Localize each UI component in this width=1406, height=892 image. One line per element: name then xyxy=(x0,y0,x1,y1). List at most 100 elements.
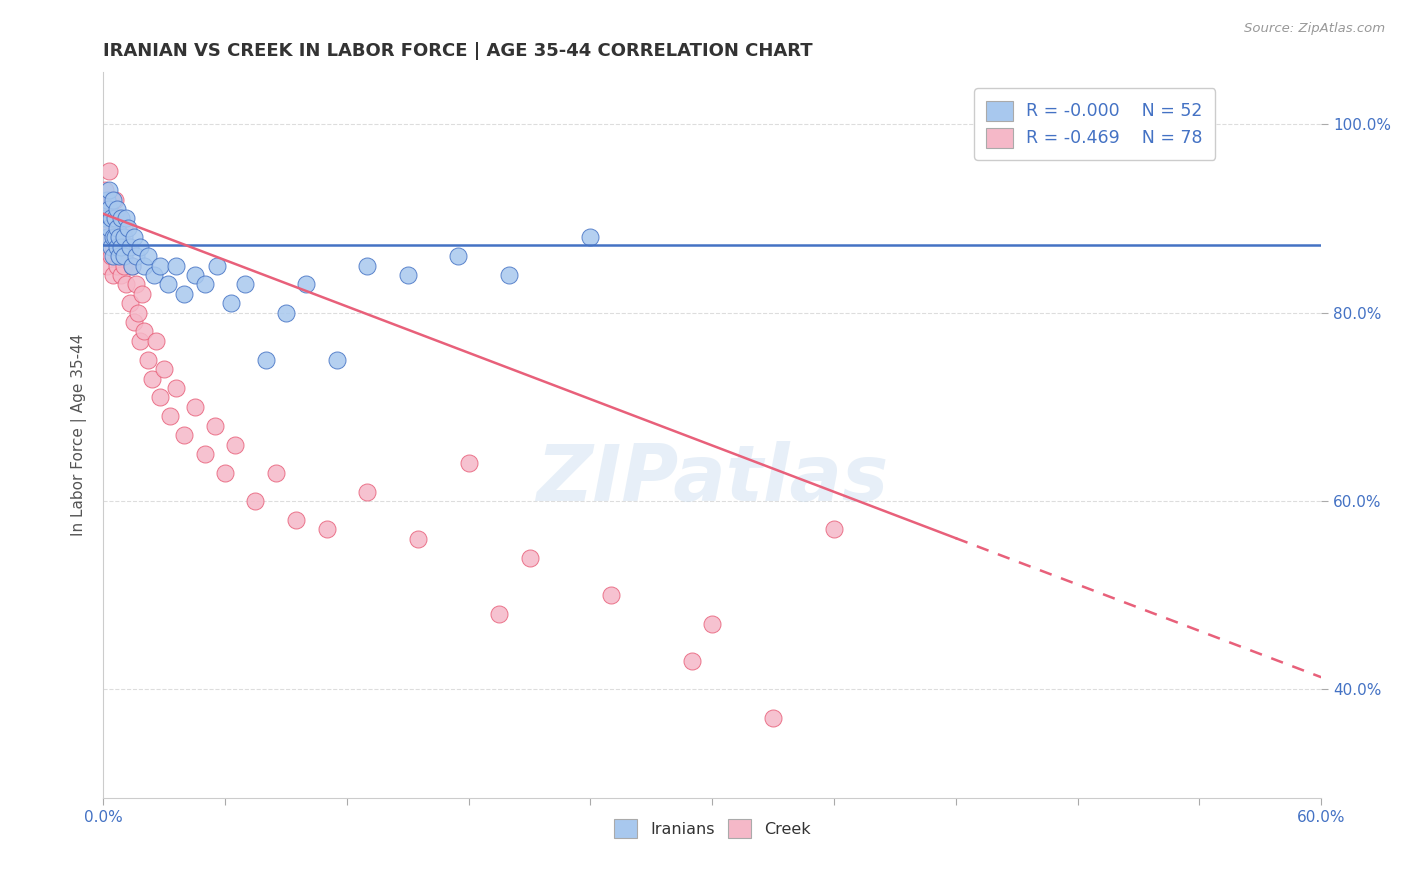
Point xyxy=(98,183,121,197)
Point xyxy=(149,391,172,405)
Point xyxy=(128,240,150,254)
Point xyxy=(107,220,129,235)
Point xyxy=(132,325,155,339)
Point xyxy=(96,230,118,244)
Point xyxy=(254,352,277,367)
Point xyxy=(183,400,205,414)
Point xyxy=(96,202,118,216)
Point xyxy=(103,268,125,282)
Text: ZIPatlas: ZIPatlas xyxy=(536,441,889,516)
Point xyxy=(356,259,378,273)
Point xyxy=(100,211,122,226)
Point xyxy=(117,220,139,235)
Point xyxy=(205,259,228,273)
Point xyxy=(315,522,337,536)
Point xyxy=(114,211,136,226)
Point xyxy=(104,193,127,207)
Point xyxy=(396,268,419,282)
Point xyxy=(110,268,132,282)
Point xyxy=(183,268,205,282)
Point xyxy=(125,277,148,292)
Point xyxy=(214,466,236,480)
Point xyxy=(136,249,159,263)
Point xyxy=(108,249,131,263)
Point xyxy=(457,456,479,470)
Point xyxy=(110,240,132,254)
Point xyxy=(103,211,125,226)
Point xyxy=(121,259,143,273)
Point xyxy=(325,352,347,367)
Point xyxy=(356,484,378,499)
Point xyxy=(599,588,621,602)
Point xyxy=(132,259,155,273)
Legend: Iranians, Creek: Iranians, Creek xyxy=(607,813,817,844)
Point xyxy=(264,466,287,480)
Point xyxy=(100,249,122,263)
Point xyxy=(194,277,217,292)
Point xyxy=(219,296,242,310)
Point xyxy=(107,240,129,254)
Point xyxy=(96,193,118,207)
Point xyxy=(127,305,149,319)
Point xyxy=(245,494,267,508)
Point xyxy=(125,249,148,263)
Point xyxy=(224,437,246,451)
Point xyxy=(94,183,117,197)
Point xyxy=(233,277,256,292)
Point xyxy=(114,277,136,292)
Point xyxy=(110,211,132,226)
Point xyxy=(104,230,127,244)
Point xyxy=(94,230,117,244)
Point xyxy=(96,259,118,273)
Point xyxy=(117,240,139,254)
Point xyxy=(1107,141,1129,155)
Point xyxy=(295,277,318,292)
Point xyxy=(112,220,135,235)
Point xyxy=(406,532,429,546)
Point xyxy=(157,277,180,292)
Point xyxy=(762,711,785,725)
Point xyxy=(149,259,172,273)
Point xyxy=(145,334,167,348)
Point xyxy=(274,305,297,319)
Point xyxy=(121,259,143,273)
Point xyxy=(107,259,129,273)
Point xyxy=(165,381,187,395)
Point xyxy=(112,249,135,263)
Point xyxy=(153,362,176,376)
Text: Source: ZipAtlas.com: Source: ZipAtlas.com xyxy=(1244,22,1385,36)
Point xyxy=(165,259,187,273)
Point xyxy=(98,220,121,235)
Point xyxy=(108,211,131,226)
Point xyxy=(103,230,125,244)
Point xyxy=(141,371,163,385)
Point xyxy=(447,249,470,263)
Point xyxy=(194,447,217,461)
Point xyxy=(159,409,181,424)
Point xyxy=(100,193,122,207)
Point xyxy=(579,230,602,244)
Point xyxy=(519,550,541,565)
Point xyxy=(118,240,141,254)
Point xyxy=(108,230,131,244)
Point xyxy=(112,230,135,244)
Point xyxy=(204,418,226,433)
Point xyxy=(110,230,132,244)
Point xyxy=(104,211,127,226)
Point xyxy=(136,352,159,367)
Point xyxy=(128,334,150,348)
Point xyxy=(98,164,121,178)
Y-axis label: In Labor Force | Age 35-44: In Labor Force | Age 35-44 xyxy=(72,334,87,536)
Point xyxy=(98,202,121,216)
Point xyxy=(100,240,122,254)
Point xyxy=(823,522,845,536)
Point xyxy=(702,616,724,631)
Point xyxy=(285,513,308,527)
Point xyxy=(681,654,703,668)
Point xyxy=(173,428,195,442)
Point xyxy=(104,230,127,244)
Point xyxy=(103,193,125,207)
Text: IRANIAN VS CREEK IN LABOR FORCE | AGE 35-44 CORRELATION CHART: IRANIAN VS CREEK IN LABOR FORCE | AGE 35… xyxy=(103,42,813,60)
Point xyxy=(107,220,129,235)
Point xyxy=(131,286,153,301)
